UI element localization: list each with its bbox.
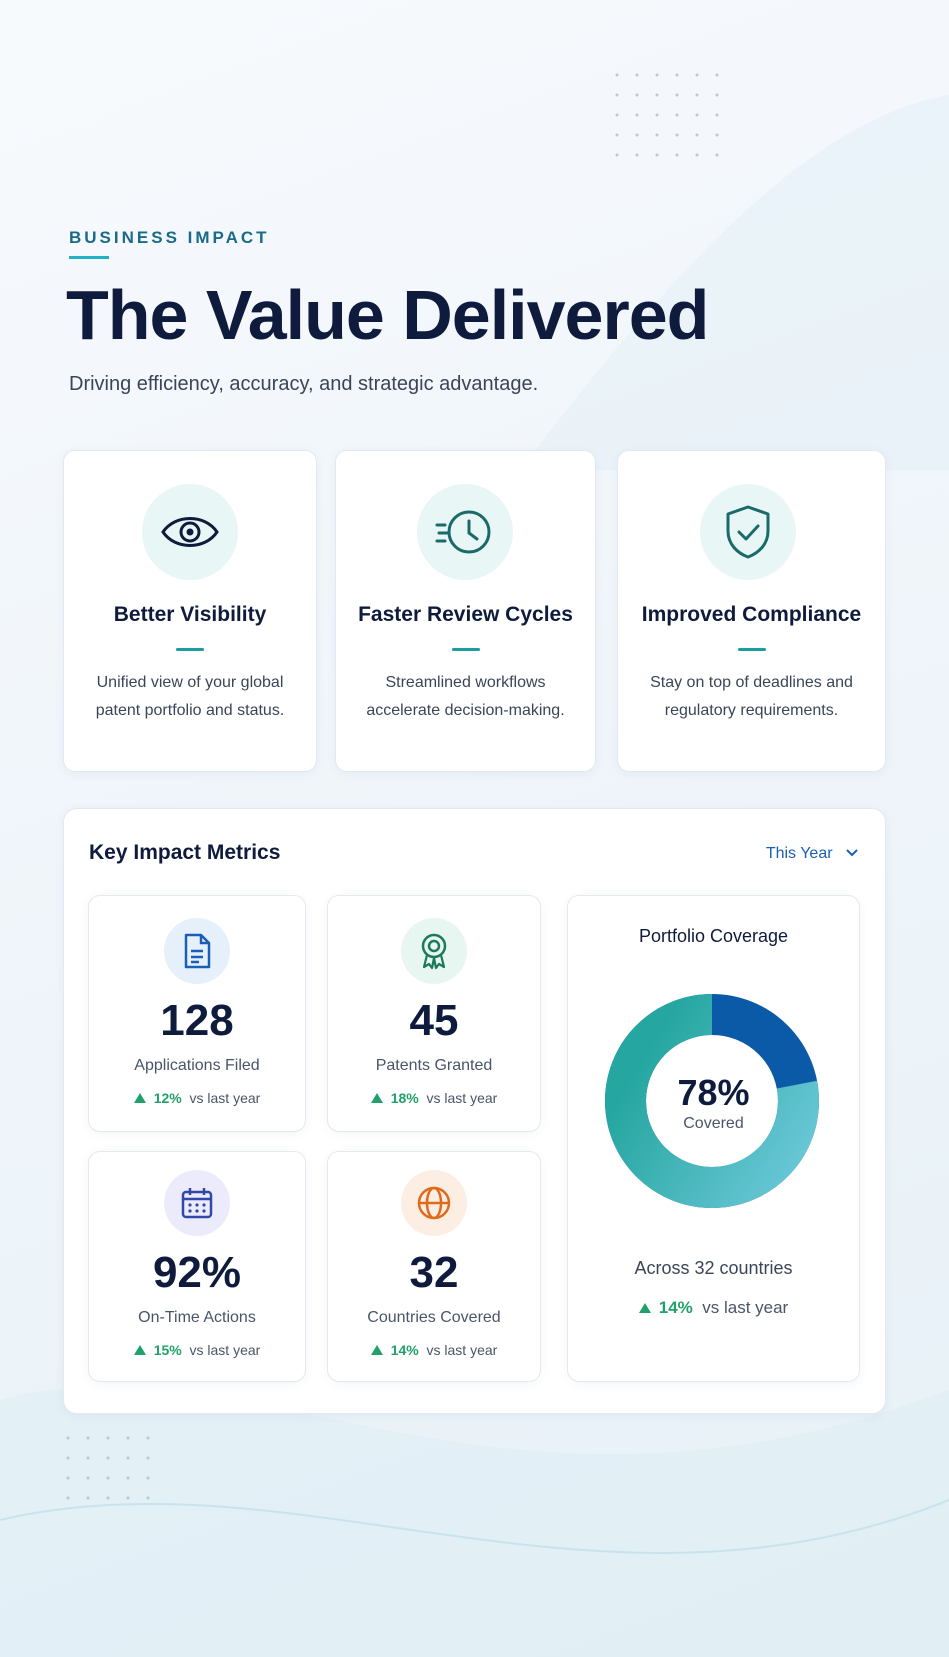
up-arrow [639, 1303, 651, 1313]
metric-icon [164, 1170, 230, 1236]
metric-value: 92% [89, 1248, 305, 1298]
feature-icon [700, 484, 796, 580]
metric-label: On-Time Actions [89, 1309, 305, 1327]
metric-value: 128 [89, 996, 305, 1046]
metric-change: 14% [391, 1342, 419, 1358]
feature-divider [738, 648, 766, 651]
metric-change-row: 14% vs last year [328, 1342, 540, 1358]
metric-change: 18% [391, 1090, 419, 1106]
up-arrow [134, 1345, 146, 1355]
metric-icon [401, 918, 467, 984]
page-title: The Value Delivered [66, 275, 708, 355]
metric-card: 92% On-Time Actions 15% vs last year [88, 1151, 306, 1382]
feature-card: Better Visibility Unified view of your g… [63, 450, 317, 772]
metric-comparison: vs last year [427, 1342, 498, 1358]
metric-comparison: vs last year [190, 1090, 261, 1106]
donut-change-row: 14% vs last year [568, 1298, 859, 1318]
metric-change-row: 15% vs last year [89, 1342, 305, 1358]
panel-title: Key Impact Metrics [89, 841, 280, 865]
metric-change-row: 12% vs last year [89, 1090, 305, 1106]
metric-label: Applications Filed [89, 1057, 305, 1075]
metric-icon [164, 918, 230, 984]
feature-description: Stay on top of deadlines and regulatory … [646, 669, 857, 725]
feature-title: Improved Compliance [618, 603, 885, 627]
metric-label: Patents Granted [328, 1057, 540, 1075]
subtitle: Driving efficiency, accuracy, and strate… [69, 373, 538, 396]
feature-description: Unified view of your global patent portf… [92, 669, 288, 725]
up-arrow [371, 1093, 383, 1103]
metric-change: 12% [154, 1090, 182, 1106]
feature-description: Streamlined workflows accelerate decisio… [364, 669, 567, 725]
metric-change-row: 18% vs last year [328, 1090, 540, 1106]
eyebrow-underline [69, 256, 109, 259]
donut-title: Portfolio Coverage [568, 926, 859, 947]
metric-label: Countries Covered [328, 1309, 540, 1327]
feature-icon [142, 484, 238, 580]
feature-icon [417, 484, 513, 580]
feature-title: Better Visibility [64, 603, 316, 627]
metric-change: 15% [154, 1342, 182, 1358]
metric-value: 32 [328, 1248, 540, 1298]
donut-value: 78% [568, 1072, 859, 1114]
metric-card: 128 Applications Filed 12% vs last year [88, 895, 306, 1132]
donut-card: Portfolio Coverage 78% Covered Across 32… [567, 895, 860, 1382]
donut-comparison: vs last year [702, 1298, 788, 1317]
donut-label: Covered [568, 1115, 859, 1133]
metric-card: 32 Countries Covered 14% vs last year [327, 1151, 541, 1382]
up-arrow [134, 1093, 146, 1103]
period-label: This Year [766, 845, 833, 862]
metric-icon [401, 1170, 467, 1236]
feature-card: Improved Compliance Stay on top of deadl… [617, 450, 886, 772]
metric-comparison: vs last year [427, 1090, 498, 1106]
up-arrow [371, 1345, 383, 1355]
feature-card: Faster Review Cycles Streamlined workflo… [335, 450, 596, 772]
metric-comparison: vs last year [190, 1342, 261, 1358]
feature-divider [176, 648, 204, 651]
donut-caption: Across 32 countries [568, 1258, 859, 1279]
feature-divider [452, 648, 480, 651]
metric-value: 45 [328, 996, 540, 1046]
period-selector[interactable]: This Year [766, 845, 859, 863]
donut-change: 14% [659, 1298, 693, 1317]
feature-title: Faster Review Cycles [336, 603, 595, 627]
metric-card: 45 Patents Granted 18% vs last year [327, 895, 541, 1132]
eyebrow: BUSINESS IMPACT [69, 228, 270, 248]
